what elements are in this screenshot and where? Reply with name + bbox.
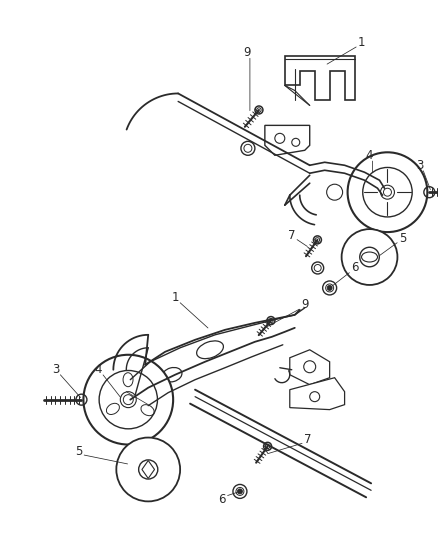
Polygon shape [141, 461, 154, 479]
Polygon shape [264, 125, 309, 155]
Text: 7: 7 [303, 433, 311, 446]
Text: 9: 9 [300, 298, 308, 311]
Text: 1: 1 [171, 292, 178, 304]
Polygon shape [289, 378, 344, 410]
Circle shape [120, 392, 136, 408]
Text: 1: 1 [357, 36, 364, 49]
Circle shape [380, 185, 394, 199]
Polygon shape [289, 350, 329, 385]
Circle shape [83, 355, 173, 445]
Text: 7: 7 [287, 229, 295, 241]
Circle shape [347, 152, 426, 232]
Text: 4: 4 [365, 149, 372, 162]
Text: 3: 3 [415, 159, 422, 172]
Circle shape [326, 286, 332, 290]
Circle shape [341, 229, 396, 285]
Polygon shape [284, 55, 354, 100]
Circle shape [116, 438, 180, 502]
Text: 6: 6 [218, 493, 225, 506]
Text: 5: 5 [398, 231, 405, 245]
Text: 6: 6 [350, 262, 357, 274]
Text: 4: 4 [95, 363, 102, 376]
Text: 9: 9 [243, 46, 250, 59]
Text: 5: 5 [74, 445, 82, 458]
Text: 3: 3 [52, 363, 59, 376]
Circle shape [237, 489, 242, 494]
